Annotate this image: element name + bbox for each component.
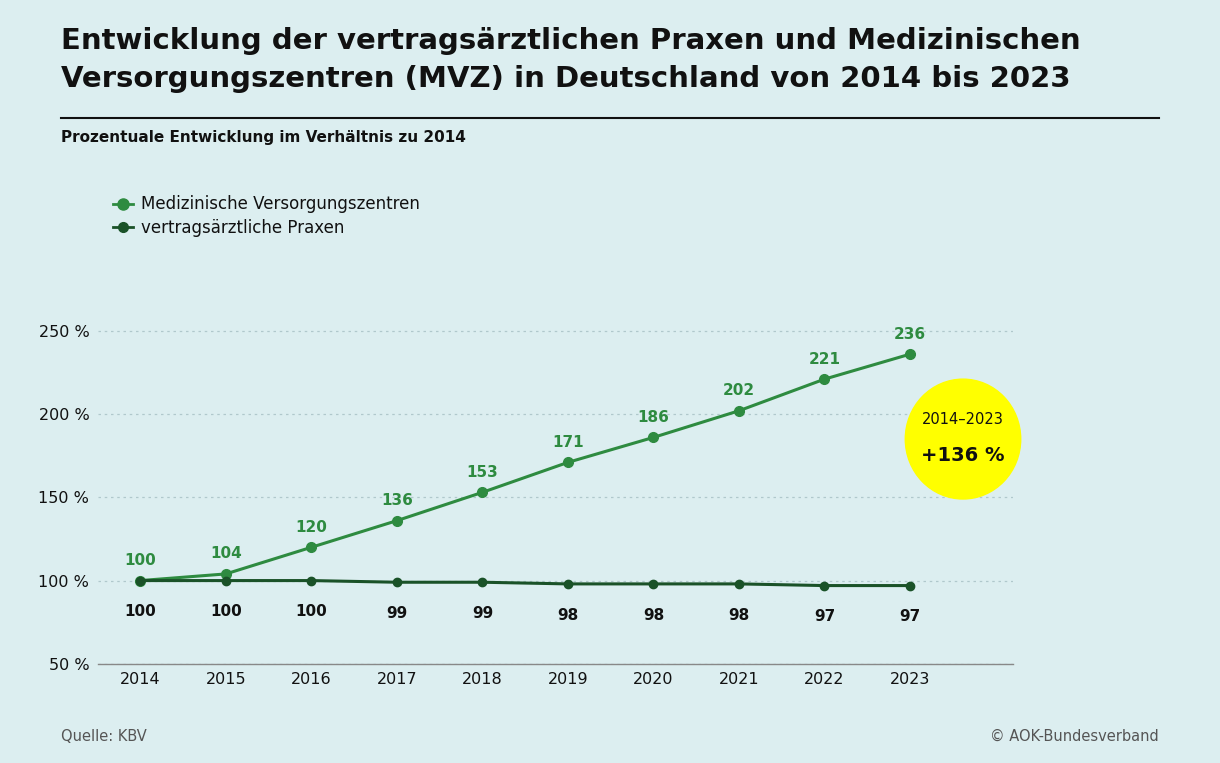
Text: 186: 186 xyxy=(638,410,670,425)
Text: 221: 221 xyxy=(809,352,841,367)
Text: 98: 98 xyxy=(643,607,664,623)
Text: Quelle: KBV: Quelle: KBV xyxy=(61,729,146,744)
Text: 99: 99 xyxy=(472,606,493,621)
Text: Prozentuale Entwicklung im Verhältnis zu 2014: Prozentuale Entwicklung im Verhältnis zu… xyxy=(61,130,466,145)
Text: Versorgungszentren (MVZ) in Deutschland von 2014 bis 2023: Versorgungszentren (MVZ) in Deutschland … xyxy=(61,65,1071,93)
Text: 100: 100 xyxy=(210,604,242,620)
Ellipse shape xyxy=(905,379,1021,499)
Text: 236: 236 xyxy=(894,327,926,342)
Text: 171: 171 xyxy=(553,435,583,450)
Text: 100: 100 xyxy=(124,553,156,568)
Text: 104: 104 xyxy=(210,546,242,562)
Text: 100: 100 xyxy=(295,604,327,620)
Text: 153: 153 xyxy=(466,465,498,480)
Text: 120: 120 xyxy=(295,520,327,535)
Text: 98: 98 xyxy=(558,607,578,623)
Text: 97: 97 xyxy=(814,609,836,624)
Text: 97: 97 xyxy=(899,609,921,624)
Text: © AOK-Bundesverband: © AOK-Bundesverband xyxy=(991,729,1159,744)
Text: 100: 100 xyxy=(124,604,156,620)
Legend: Medizinische Versorgungszentren, vertragsärztliche Praxen: Medizinische Versorgungszentren, vertrag… xyxy=(106,188,427,244)
Text: 98: 98 xyxy=(728,607,749,623)
Text: 202: 202 xyxy=(723,383,755,398)
Text: 99: 99 xyxy=(387,606,407,621)
Text: 136: 136 xyxy=(381,493,412,508)
Text: +136 %: +136 % xyxy=(921,446,1005,465)
Text: 2014–2023: 2014–2023 xyxy=(922,411,1004,427)
Text: Entwicklung der vertragsärztlichen Praxen und Medizinischen: Entwicklung der vertragsärztlichen Praxe… xyxy=(61,27,1081,55)
